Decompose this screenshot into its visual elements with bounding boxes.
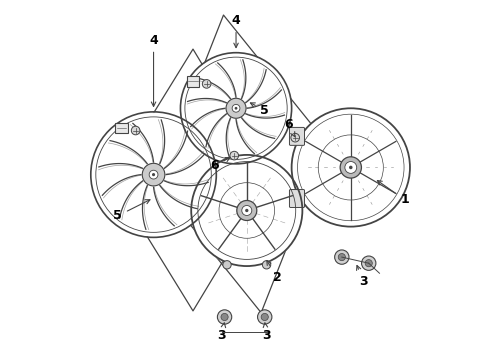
FancyBboxPatch shape <box>290 190 304 207</box>
Circle shape <box>340 157 362 178</box>
Circle shape <box>235 107 238 110</box>
Text: 2: 2 <box>267 261 282 284</box>
Circle shape <box>292 108 410 226</box>
Text: 3: 3 <box>218 323 226 342</box>
Text: 5: 5 <box>250 103 269 117</box>
Text: 3: 3 <box>262 323 271 342</box>
Circle shape <box>291 134 299 142</box>
Circle shape <box>338 253 345 261</box>
Text: 6: 6 <box>210 157 230 172</box>
Text: 6: 6 <box>284 118 294 137</box>
FancyBboxPatch shape <box>115 123 128 133</box>
Circle shape <box>92 113 215 236</box>
Circle shape <box>182 54 291 163</box>
Circle shape <box>245 209 248 212</box>
Text: 4: 4 <box>232 14 241 48</box>
Circle shape <box>202 80 211 88</box>
Circle shape <box>263 261 271 269</box>
Circle shape <box>242 206 252 216</box>
Text: 3: 3 <box>357 265 368 288</box>
Circle shape <box>149 170 158 179</box>
Circle shape <box>365 260 372 267</box>
Circle shape <box>261 314 269 320</box>
Circle shape <box>218 310 232 324</box>
Text: 4: 4 <box>149 33 158 107</box>
Circle shape <box>345 162 357 174</box>
Circle shape <box>142 163 165 186</box>
Circle shape <box>221 314 228 320</box>
Circle shape <box>258 310 272 324</box>
Circle shape <box>191 155 302 266</box>
Circle shape <box>349 166 353 169</box>
Circle shape <box>223 261 231 269</box>
FancyBboxPatch shape <box>290 127 304 145</box>
Text: 5: 5 <box>113 200 150 222</box>
FancyBboxPatch shape <box>187 76 199 87</box>
Circle shape <box>226 98 246 118</box>
Text: 1: 1 <box>377 180 409 206</box>
Circle shape <box>152 173 155 176</box>
Circle shape <box>237 201 257 220</box>
Circle shape <box>230 151 239 160</box>
Circle shape <box>335 250 349 264</box>
Circle shape <box>362 256 376 270</box>
Circle shape <box>232 104 240 112</box>
Circle shape <box>131 126 140 135</box>
